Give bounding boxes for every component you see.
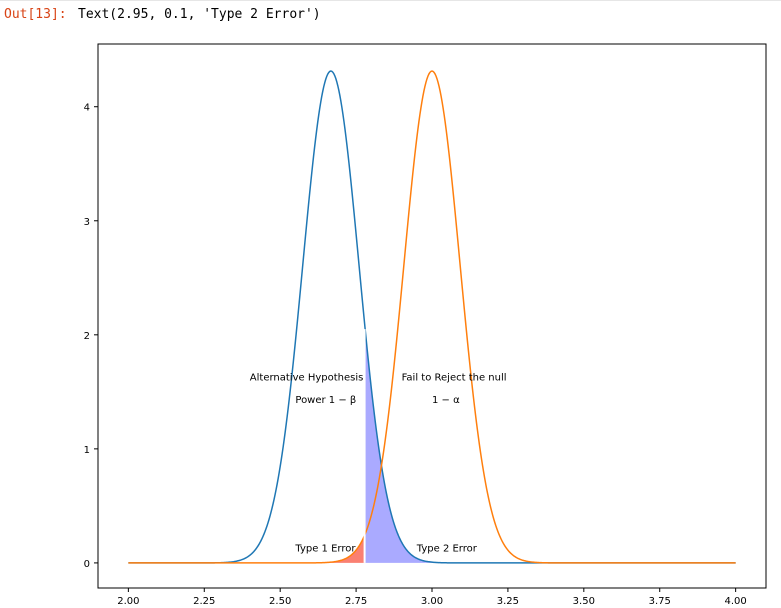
x-tick-label: 4.00 xyxy=(725,596,747,607)
annotations: Alternative Hypothesis Power 1 − β Fail to… xyxy=(250,372,507,554)
x-tick-label: 2.75 xyxy=(345,596,367,607)
annotation-1: Alternative Hypothesis xyxy=(250,372,364,383)
x-tick-label: 2.00 xyxy=(117,596,139,607)
annotation-2: Power 1 − β xyxy=(295,395,356,406)
annotation-4: 1 − α xyxy=(432,395,460,406)
density-curve-2 xyxy=(128,70,736,564)
x-axis: 2.00 2.25 2.50 2.75 3.00 3.25 3.50 3.75 4.00 xyxy=(117,588,747,607)
annotation-5: Type 1 Error xyxy=(294,544,356,555)
x-tick-label: 2.25 xyxy=(193,596,215,607)
output-prompt: Out[13]: xyxy=(4,7,67,22)
x-tick-label: 3.25 xyxy=(497,596,519,607)
fill-regions xyxy=(128,323,736,563)
fill-region-1 xyxy=(364,323,736,563)
y-axis: 0 1 2 3 4 xyxy=(84,103,98,570)
annotation-6: Type 2 Error xyxy=(416,544,478,555)
density-curves xyxy=(128,70,736,564)
y-tick-label: 2 xyxy=(84,331,90,342)
x-tick-label: 3.00 xyxy=(421,596,443,607)
y-tick-label: 1 xyxy=(84,445,90,456)
y-tick-label: 3 xyxy=(84,217,90,228)
annotation-3: Fail to Reject the null xyxy=(402,372,507,383)
density-curve-1 xyxy=(128,70,736,564)
x-tick-label: 2.50 xyxy=(269,596,291,607)
x-tick-label: 3.50 xyxy=(573,596,595,607)
output-text: Text(2.95, 0.1, 'Type 2 Error') xyxy=(78,7,321,22)
y-tick-label: 0 xyxy=(84,559,90,570)
axes-frame xyxy=(97,43,767,589)
x-tick-label: 3.75 xyxy=(649,596,671,607)
cell-top-border xyxy=(0,0,781,1)
y-tick-label: 4 xyxy=(84,103,90,114)
